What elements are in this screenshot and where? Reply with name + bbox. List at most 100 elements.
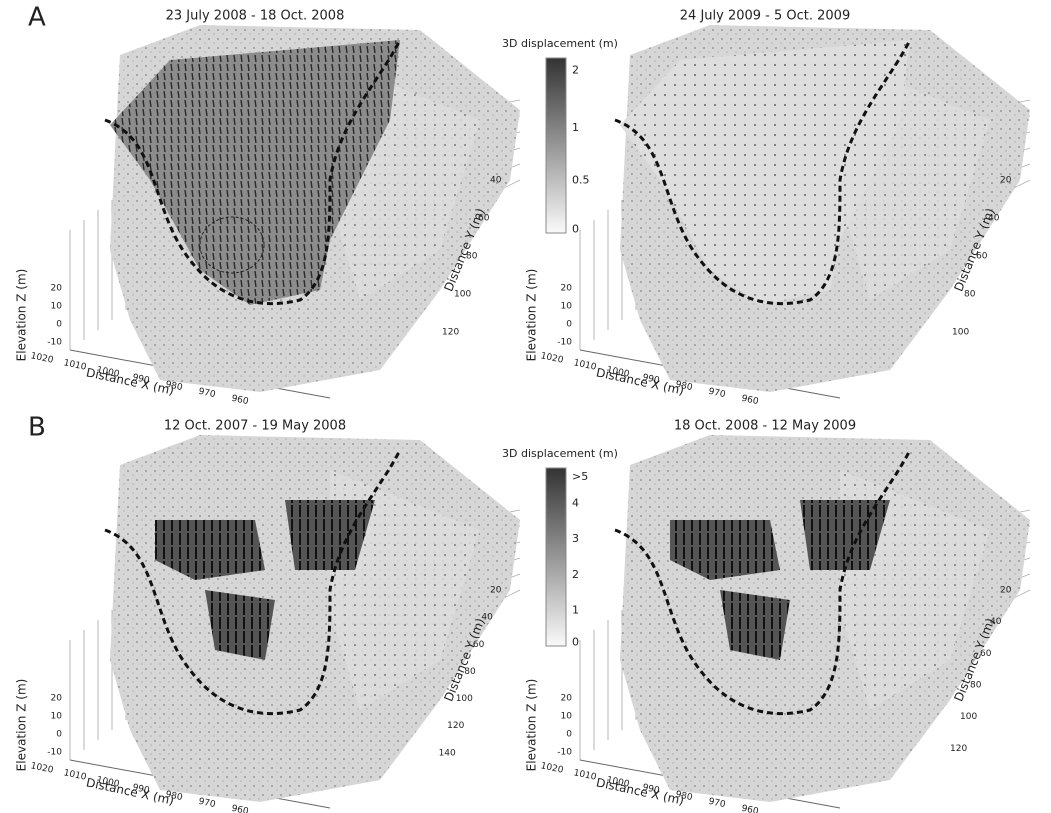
plot-3d: 18 Oct. 2008 - 12 May 200920100-10Elevat… (525, 419, 1031, 813)
x-tick-label: 970 (197, 797, 216, 810)
z-tick-label: -10 (47, 338, 62, 348)
z-label: Elevation Z (m) (15, 269, 29, 362)
z-tick-label: 20 (561, 694, 573, 704)
y-tick-label: 60 (478, 214, 490, 224)
y-tick-label: 100 (454, 290, 471, 300)
x-tick-label: 970 (197, 387, 216, 400)
colorbar-tick-label: 2 (572, 63, 579, 76)
plot-title: 23 July 2008 - 18 Oct. 2008 (166, 9, 345, 24)
x-tick-label: 1010 (63, 768, 88, 783)
z-tick-label: -10 (557, 338, 572, 348)
stable-zone (330, 470, 480, 710)
panel-letter: B (28, 413, 46, 443)
colorbar-tick-label: 1 (572, 121, 579, 134)
y-tick-label: 40 (990, 617, 1002, 627)
x-tick-label: 990 (641, 373, 660, 386)
point-cloud (620, 435, 1030, 802)
moving-zone (205, 590, 275, 660)
y-tick-label: 40 (481, 613, 493, 623)
x-tick-label: 960 (740, 804, 759, 813)
y-tick-label: 80 (964, 290, 976, 300)
y-tick-label: 60 (980, 649, 992, 659)
colorbar (545, 467, 567, 647)
moving-zone (720, 590, 790, 660)
y-tick-label: 40 (490, 176, 502, 186)
colorbar (545, 57, 567, 234)
z-label: Elevation Z (m) (525, 679, 539, 772)
x-tick-label: 1000 (96, 365, 121, 380)
x-tick-label: 990 (131, 373, 150, 386)
highlight (199, 216, 265, 274)
plot-3d: 12 Oct. 2007 - 19 May 200820100-10Elevat… (15, 419, 521, 813)
x-tick-label: 1020 (30, 761, 55, 776)
x-tick-label: 1000 (606, 775, 631, 790)
y-tick-label: 120 (447, 721, 464, 731)
moving-zone (670, 520, 780, 580)
y-tick-label: 20 (490, 586, 502, 596)
x-tick-label: 980 (164, 790, 183, 803)
z-tick-label: 0 (566, 730, 572, 740)
z-tick-label: 0 (56, 320, 62, 330)
x-tick-label: 960 (740, 394, 759, 407)
y-tick-label: 60 (976, 252, 988, 262)
z-label: Elevation Z (m) (15, 679, 29, 772)
moving-zone (285, 500, 375, 570)
colorbar-tick-label: 0.5 (572, 174, 590, 187)
z-tick-label: 20 (51, 284, 63, 294)
z-tick-label: 10 (51, 302, 63, 312)
z-label: Elevation Z (m) (525, 269, 539, 362)
x-tick-label: 1000 (606, 365, 631, 380)
colorbar-tick-label: 1 (572, 603, 579, 616)
x-tick-label: 1020 (540, 761, 565, 776)
y-tick-label: 120 (950, 744, 967, 754)
y-tick-label: 120 (442, 328, 459, 338)
z-tick-label: 10 (51, 712, 63, 722)
boundary (104, 39, 402, 306)
y-tick-label: 100 (960, 712, 977, 722)
colorbar-label: 3D displacement (m) (502, 37, 618, 50)
plot-title: 12 Oct. 2007 - 19 May 2008 (164, 419, 346, 434)
z-tick-label: 10 (561, 712, 573, 722)
y-tick-label: 80 (464, 667, 476, 677)
x-tick-label: 980 (674, 380, 693, 393)
panel-letter: A (28, 3, 46, 33)
x-tick-label: 1000 (96, 775, 121, 790)
z-tick-label: -10 (557, 748, 572, 758)
y-tick-label: 60 (473, 640, 485, 650)
x-tick-label: 960 (230, 394, 249, 407)
z-tick-label: 20 (561, 284, 573, 294)
boundary (614, 449, 912, 716)
colorbar-label: 3D displacement (m) (502, 447, 618, 460)
colorbar-tick-label: >5 (572, 470, 588, 483)
moving-zone (155, 520, 265, 580)
z-tick-label: 10 (561, 302, 573, 312)
y-tick-label: 100 (456, 694, 473, 704)
boundary (614, 39, 912, 306)
boundary (104, 449, 402, 716)
z-tick-label: 0 (566, 320, 572, 330)
x-tick-label: 980 (674, 790, 693, 803)
colorbar-tick-label: 0 (572, 635, 579, 648)
plot-title: 18 Oct. 2008 - 12 May 2009 (674, 419, 856, 434)
y-tick-label: 20 (1000, 176, 1012, 186)
colorbar-tick-label: 0 (572, 223, 579, 236)
z-tick-label: 20 (51, 694, 63, 704)
y-tick-label: 80 (970, 681, 982, 691)
x-tick-label: 1010 (573, 768, 598, 783)
moving-zone (800, 500, 890, 570)
x-tick-label: 990 (131, 783, 150, 796)
x-tick-label: 1010 (63, 358, 88, 373)
y-tick-label: 140 (439, 748, 456, 758)
plot-title: 24 July 2009 - 5 Oct. 2009 (680, 9, 850, 24)
plot-3d: 24 July 2009 - 5 Oct. 200920100-10Elevat… (525, 9, 1031, 407)
z-tick-label: -10 (47, 748, 62, 758)
x-tick-label: 960 (230, 804, 249, 813)
x-tick-label: 970 (707, 797, 726, 810)
x-tick-label: 970 (707, 387, 726, 400)
x-tick-label: 980 (164, 380, 183, 393)
x-tick-label: 990 (641, 783, 660, 796)
z-tick-label: 0 (56, 730, 62, 740)
y-tick-label: 20 (1000, 586, 1012, 596)
colorbar-tick-label: 4 (572, 497, 579, 510)
